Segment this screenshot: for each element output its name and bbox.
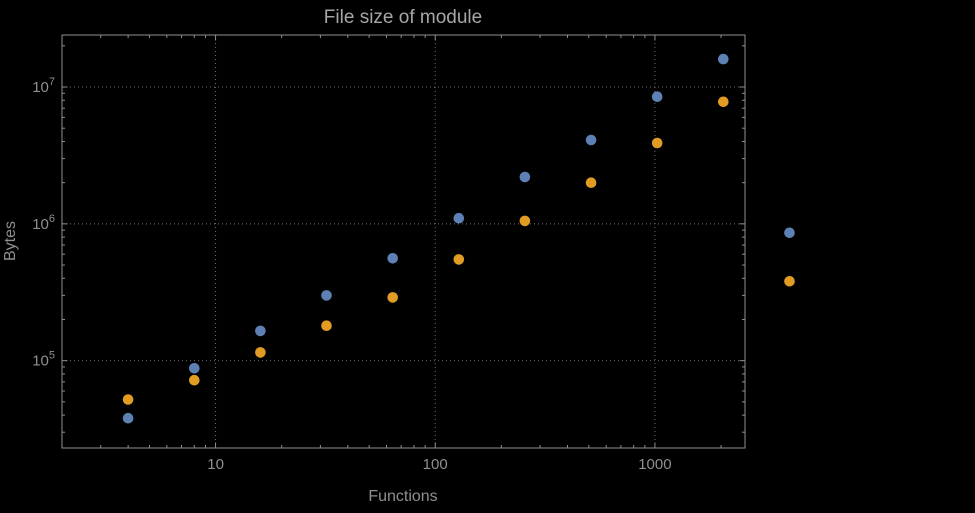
data-point-blue (453, 212, 465, 224)
chart-title: File size of module (324, 7, 482, 28)
data-point-blue (651, 91, 663, 102)
x-tick-label: 100 (423, 456, 448, 473)
data-point-blue (784, 227, 795, 239)
data-point-orange (387, 292, 399, 303)
data-point-orange (255, 347, 266, 358)
data-point-blue (585, 134, 597, 146)
data-point-blue (321, 290, 332, 301)
data-point-orange (321, 320, 332, 332)
y-tick-label: 106 (32, 213, 55, 233)
data-point-orange (453, 254, 465, 265)
data-point-blue (387, 252, 399, 264)
data-point-blue (189, 363, 200, 374)
x-axis-label: Functions (368, 488, 437, 505)
data-point-orange (784, 276, 795, 287)
data-point-orange (651, 137, 663, 149)
data-point-orange (122, 394, 134, 405)
y-tick-label: 105 (32, 350, 55, 370)
x-tick-label: 10 (207, 456, 224, 473)
data-point-blue (122, 412, 134, 424)
data-point-orange (718, 96, 729, 108)
data-point-blue (519, 171, 531, 183)
x-tick-label: 1000 (638, 456, 671, 473)
data-point-orange (189, 374, 200, 386)
y-axis-label: Bytes (2, 221, 19, 261)
data-point-orange (519, 215, 531, 227)
data-point-blue (718, 53, 729, 65)
y-tick-label-exponent: 5 (49, 350, 55, 362)
data-point-blue (255, 325, 266, 337)
y-tick-label-exponent: 7 (49, 76, 55, 88)
plot-render-layer: 10 100 1000 105 106 107 (32, 34, 795, 473)
data-point-orange (585, 177, 597, 188)
y-tick-label: 107 (32, 76, 55, 96)
y-tick-label-exponent: 6 (49, 213, 55, 225)
plot-frame (61, 34, 746, 449)
